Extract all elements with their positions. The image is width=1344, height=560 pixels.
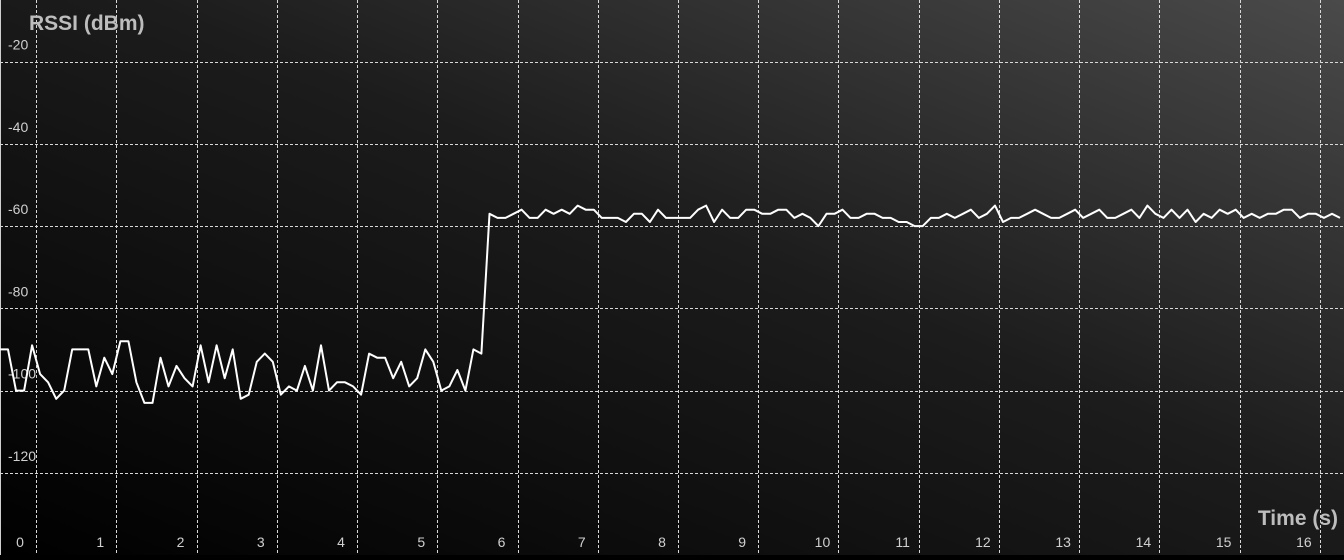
y-tick-label: -60 — [8, 201, 28, 217]
x-axis-title: Time (s) — [1258, 507, 1338, 530]
y-tick-label: -20 — [8, 37, 28, 53]
x-tick-label: 16 — [1296, 534, 1312, 550]
y-tick-label: -80 — [8, 283, 28, 299]
x-tick-label: 4 — [337, 534, 345, 550]
x-tick-label: 8 — [658, 534, 666, 550]
x-tick-label: 5 — [417, 534, 425, 550]
x-tick-label: 6 — [498, 534, 506, 550]
x-tick-label: 2 — [177, 534, 185, 550]
x-tick-label: 0 — [16, 534, 24, 550]
x-tick-label: 13 — [1055, 534, 1071, 550]
y-tick-label: -40 — [8, 119, 28, 135]
y-tick-label: -100 — [8, 366, 36, 382]
y-axis-ticks: -20 -40 -60 -80 -100 -120 — [8, 37, 36, 464]
x-tick-label: 15 — [1216, 534, 1232, 550]
x-tick-label: 14 — [1136, 534, 1152, 550]
series-line-rssi — [0, 204, 1341, 404]
x-tick-label: 12 — [975, 534, 991, 550]
y-axis-title: RSSI (dBm) — [29, 12, 145, 35]
x-tick-label: 10 — [815, 534, 831, 550]
x-tick-label: 1 — [96, 534, 104, 550]
y-tick-label: -120 — [8, 448, 36, 464]
x-axis-ticks: 0 1 2 3 4 5 6 7 8 9 10 11 12 13 14 15 16 — [16, 534, 1312, 550]
series-layer — [0, 204, 1341, 404]
x-tick-label: 11 — [895, 534, 910, 550]
x-tick-label: 7 — [578, 534, 586, 550]
x-tick-label: 9 — [738, 534, 746, 550]
x-tick-label: 3 — [257, 534, 265, 550]
